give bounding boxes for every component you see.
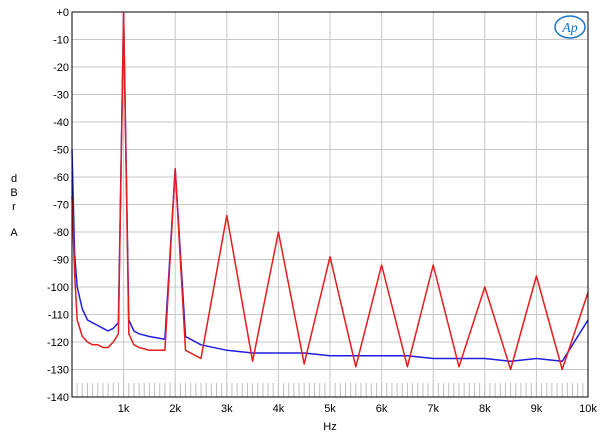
x-tick-label: 8k [479,403,491,415]
y-tick-label: -70 [53,200,69,212]
x-tick-label: 9k [531,403,543,415]
y-tick-label: -80 [53,227,69,239]
y-tick-label: -130 [47,365,69,377]
x-tick-label: 7k [427,403,439,415]
x-tick-label: 5k [324,403,336,415]
y-tick-label: -120 [47,337,69,349]
y-tick-label: -50 [53,145,69,157]
ap-logo-ring [554,15,586,39]
y-tick-label: -60 [53,172,69,184]
y-axis-letter-b: B [10,187,17,199]
x-tick-labels: 1k 2k 3k 4k 5k 6k 7k 8k 9k 10k [118,403,598,415]
y-tick-label: -90 [53,255,69,267]
y-tick-label: -10 [53,35,69,47]
plot-frame [71,11,589,398]
ap-logo: Ap [554,15,586,39]
x-tick-label: 3k [221,403,233,415]
x-tick-label: 6k [376,403,388,415]
x-tick-label: 4k [273,403,285,415]
x-tick-label: 10k [579,403,597,415]
y-axis-letter-a: A [10,227,18,239]
x-axis-label: Hz [323,421,336,433]
y-axis-label: d B r A [10,173,18,239]
y-axis-letter-r: r [12,201,16,213]
y-tick-label: -100 [47,282,69,294]
ap-logo-text: Ap [561,21,578,36]
y-tick-label: -140 [47,392,69,404]
y-tick-label: -30 [53,90,69,102]
y-tick-label: -20 [53,62,69,74]
series-layer [71,12,589,371]
x-tick-label: 2k [169,403,181,415]
y-tick-label: +0 [56,7,69,19]
x-tick-label: 1k [118,403,130,415]
y-tick-label: -40 [53,117,69,129]
y-tick-labels: +0 -10 -20 -30 -40 -50 -60 -70 -80 -90 -100 -110 -12… [47,7,69,404]
series-line-2 [71,12,589,371]
y-axis-letter-d: d [11,173,17,185]
y-tick-label: -110 [48,310,69,322]
